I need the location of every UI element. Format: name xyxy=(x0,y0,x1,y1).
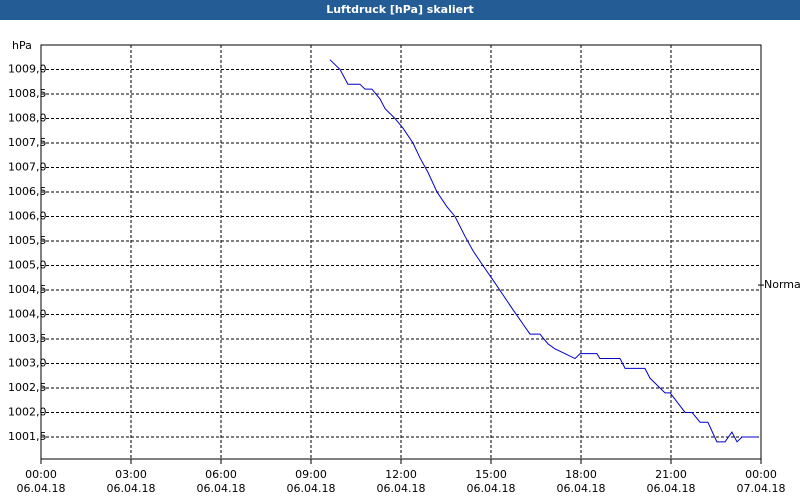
y-tick-label: 1009,0 xyxy=(8,62,47,75)
x-tick-label: 00:00 07.04.18 xyxy=(736,468,786,495)
data-line xyxy=(329,59,758,443)
y-tick-label: 1004,0 xyxy=(8,307,47,320)
y-axis-label: hPa xyxy=(12,39,32,52)
x-tick-label: 06:00 06.04.18 xyxy=(196,468,246,495)
x-tick-label: 21:00 06.04.18 xyxy=(646,468,696,495)
x-tick-label: 18:00 06.04.18 xyxy=(556,468,606,495)
x-tick-label: 09:00 06.04.18 xyxy=(286,468,336,495)
chart-title: Luftdruck [hPa] skaliert xyxy=(0,0,800,20)
x-tick-label: 15:00 06.04.18 xyxy=(466,468,516,495)
y-tick-label: 1006,0 xyxy=(8,209,47,222)
y-tick-label: 1005,5 xyxy=(8,234,47,247)
y-tick-label: 1003,5 xyxy=(8,332,47,345)
y-tick-label: 1001,5 xyxy=(8,430,47,443)
y-tick-label: 1008,5 xyxy=(8,87,47,100)
annotation: Normal xyxy=(764,278,800,291)
y-tick-label: 1004,5 xyxy=(8,283,47,296)
y-tick-label: 1007,0 xyxy=(8,160,47,173)
y-tick-label: 1007,5 xyxy=(8,136,47,149)
y-tick-label: 1002,0 xyxy=(8,405,47,418)
y-tick-label: 1002,5 xyxy=(8,381,47,394)
x-tick-label: 12:00 06.04.18 xyxy=(376,468,426,495)
y-tick-label: 1003,0 xyxy=(8,356,47,369)
x-tick-label: 00:00 06.04.18 xyxy=(16,468,66,495)
y-tick-label: 1006,5 xyxy=(8,185,47,198)
x-tick-label: 03:00 06.04.18 xyxy=(106,468,156,495)
y-tick-label: 1005,0 xyxy=(8,258,47,271)
y-tick-label: 1008,0 xyxy=(8,111,47,124)
